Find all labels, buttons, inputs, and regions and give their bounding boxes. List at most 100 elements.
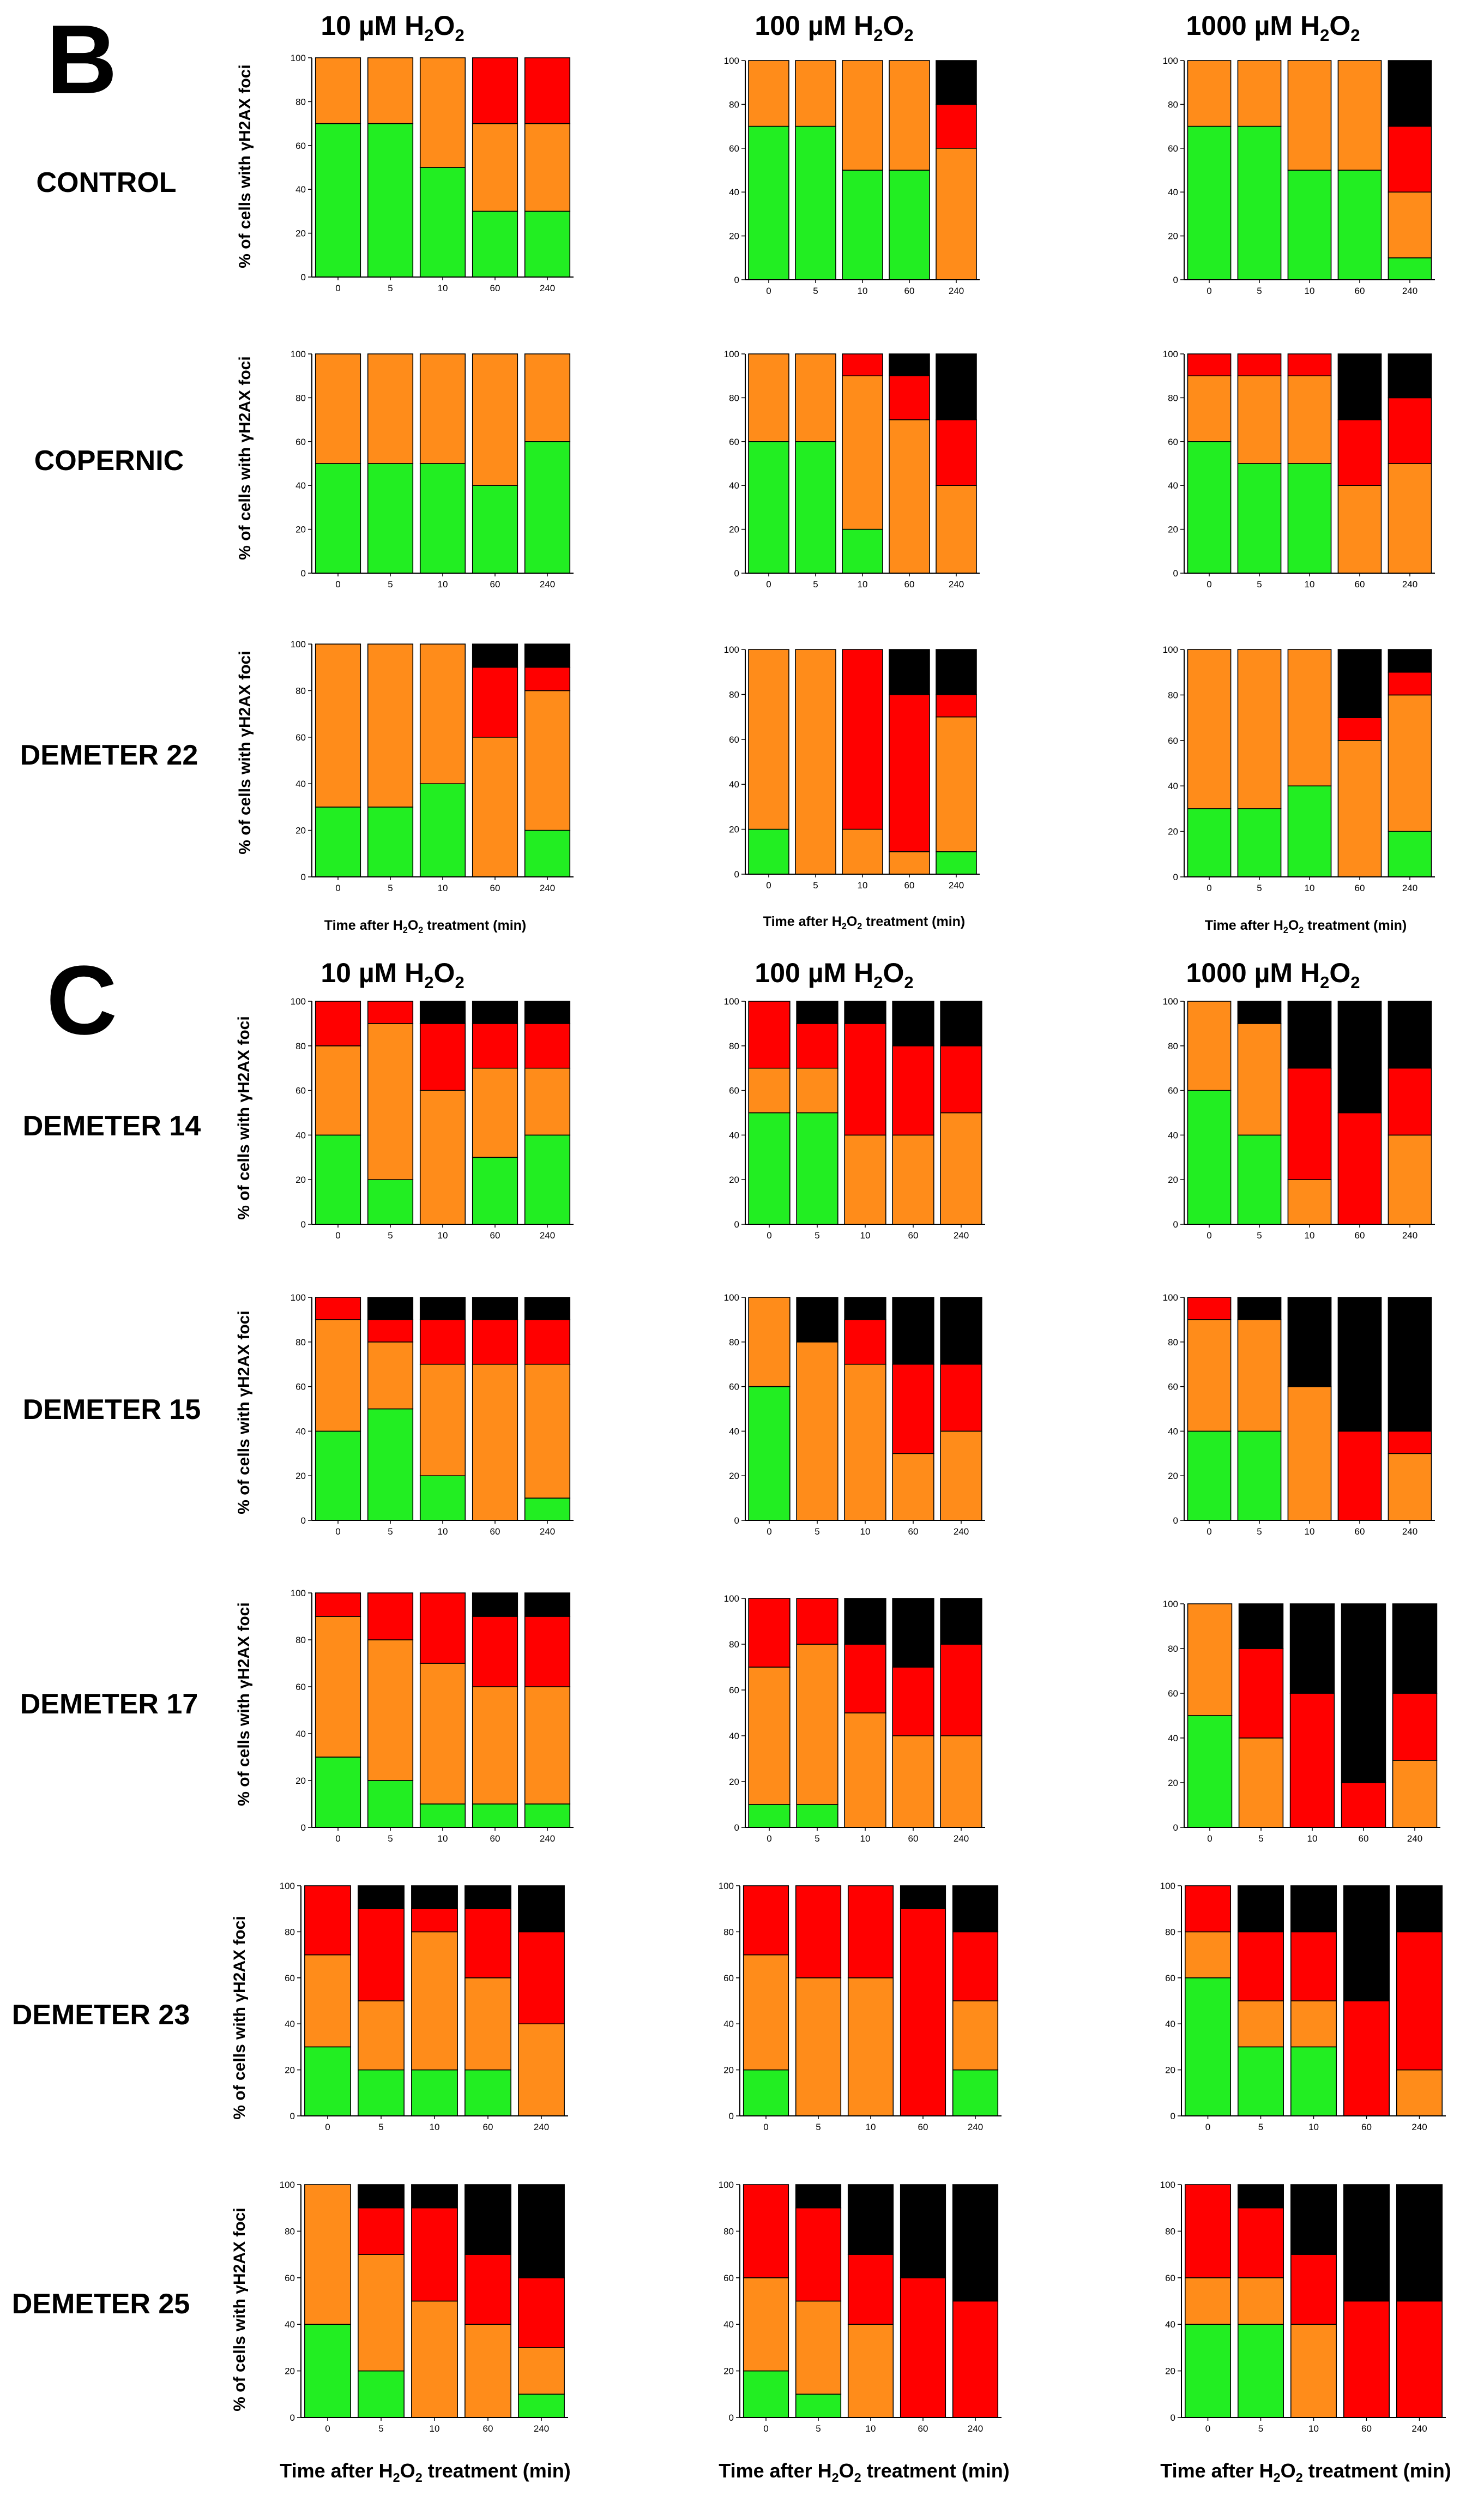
- stacked-bar-chart-demeter15-1000: 0 5 10 60 240 0 20 40 60 80 100: [1163, 1292, 1435, 1537]
- x-tick-label: 10: [1308, 2423, 1319, 2434]
- bar-segment-red: [419, 1319, 466, 1365]
- y-tick-label: 60: [1165, 1973, 1175, 1983]
- bar-segment-red: [1388, 671, 1432, 696]
- bar-segment-orange: [936, 148, 977, 280]
- x-tick-label: 60: [1361, 2122, 1372, 2132]
- bar-segment-green: [304, 2046, 351, 2116]
- y-tick-label: 20: [295, 1776, 306, 1786]
- bar-segment-orange: [842, 375, 883, 530]
- y-tick-label: 100: [719, 1881, 734, 1891]
- y-tick-label: 60: [729, 143, 739, 154]
- x-axis-label: Time after H2O2 treatment (min): [280, 2459, 571, 2485]
- bar-segment-black: [524, 1297, 571, 1320]
- bar-segment-black: [524, 1592, 571, 1617]
- bar-segment-green: [358, 2069, 405, 2116]
- bar-segment-green: [748, 828, 789, 875]
- x-tick-label: 60: [490, 1230, 500, 1241]
- bar-segment-orange: [952, 2000, 999, 2071]
- bar-segment-orange: [315, 1045, 361, 1136]
- x-tick-label: 240: [1402, 1526, 1417, 1537]
- y-tick-label: 20: [285, 2065, 295, 2076]
- x-tick-label: 240: [540, 283, 555, 293]
- x-axis-label: Time after H2O2 treatment (min): [763, 914, 966, 931]
- y-tick-label: 20: [1168, 1471, 1178, 1481]
- bar-segment-red: [1187, 1297, 1232, 1320]
- bar-segment-red: [1237, 353, 1282, 377]
- bar-segment-orange: [844, 1712, 886, 1828]
- y-tick-label: 60: [729, 1685, 739, 1695]
- y-tick-label: 80: [285, 2226, 295, 2236]
- bar-segment-green: [1187, 1430, 1232, 1521]
- bar-segment-green: [1187, 125, 1232, 280]
- y-tick-label: 80: [295, 393, 306, 403]
- bar-segment-red: [844, 1644, 886, 1713]
- y-tick-label: 0: [1173, 1823, 1178, 1833]
- x-tick-label: 60: [1355, 1526, 1365, 1537]
- bar-segment-red: [411, 2207, 458, 2302]
- bar-segment-orange: [748, 353, 789, 442]
- x-tick-label: 0: [335, 1526, 340, 1537]
- y-tick-label: 40: [723, 2019, 734, 2029]
- bar-segment-orange: [419, 1090, 466, 1225]
- bar-segment-orange: [367, 57, 414, 124]
- bar-segment-orange: [315, 643, 361, 808]
- bar-segment-orange: [367, 1023, 414, 1180]
- x-tick-label: 10: [430, 2122, 440, 2132]
- bar-segment-green: [1237, 1134, 1282, 1225]
- y-tick-label: 80: [1168, 99, 1178, 110]
- dose-title-c-100: 100 µM H2O2: [755, 958, 914, 992]
- y-tick-label: 100: [1163, 1292, 1178, 1303]
- bar-segment-orange: [367, 643, 414, 808]
- bar-segment-black: [1343, 2184, 1390, 2302]
- bar-segment-red: [1337, 419, 1382, 486]
- bar-segment-orange: [367, 353, 414, 464]
- bar-segment-orange: [524, 1686, 571, 1805]
- bar-segment-red: [952, 1931, 999, 2001]
- bar-segment-green: [524, 1134, 571, 1225]
- stacked-bar-chart-demeter15-10: 0 5 10 60 240 0 20 40 60 80 100: [291, 1292, 574, 1537]
- bar-segment-red: [315, 1297, 361, 1320]
- bar-segment-green: [748, 1386, 791, 1521]
- bar-segment-red: [842, 353, 883, 377]
- bar-segment-red: [892, 1667, 934, 1736]
- bar-segment-orange: [892, 1735, 934, 1828]
- y-tick-label: 100: [1160, 2180, 1175, 2190]
- bar-segment-green: [419, 1475, 466, 1521]
- bar-segment-orange: [796, 1342, 838, 1521]
- y-tick-label: 20: [729, 825, 739, 835]
- bar-segment-green: [952, 2069, 999, 2116]
- bar-segment-orange: [419, 1363, 466, 1476]
- y-tick-label: 60: [1168, 736, 1178, 746]
- y-tick-label: 20: [1168, 231, 1178, 242]
- y-tick-label: 20: [295, 525, 306, 535]
- y-tick-label: 40: [295, 779, 306, 789]
- bar-segment-red: [743, 2184, 789, 2278]
- x-tick-label: 10: [1305, 286, 1315, 296]
- bar-segment-green: [419, 167, 466, 278]
- bar-segment-green: [419, 783, 466, 877]
- x-tick-label: 60: [908, 1526, 919, 1537]
- bar-segment-red: [1287, 1067, 1332, 1180]
- stacked-bar-chart-demeter22-1000: 0 5 10 60 240 0 20 40 60 80 100: [1163, 645, 1435, 893]
- section-label-c: C: [46, 946, 117, 1055]
- y-tick-label: 20: [295, 1175, 306, 1185]
- bar-segment-green: [315, 123, 361, 278]
- x-tick-label: 0: [1206, 579, 1211, 590]
- y-tick-label: 20: [729, 1175, 739, 1185]
- bar-segment-black: [892, 1598, 934, 1668]
- bar-segment-green: [1237, 1430, 1282, 1521]
- x-tick-label: 240: [540, 579, 555, 590]
- bar-segment-red: [1337, 1112, 1382, 1225]
- x-tick-label: 5: [388, 1526, 393, 1537]
- x-tick-label: 240: [954, 1230, 969, 1241]
- x-tick-label: 60: [1355, 286, 1365, 296]
- x-tick-label: 60: [1355, 883, 1365, 893]
- bar-segment-orange: [936, 716, 977, 852]
- y-tick-label: 60: [295, 141, 306, 151]
- bar-segment-green: [889, 170, 930, 280]
- bar-segment-orange: [367, 1639, 414, 1781]
- x-tick-label: 10: [860, 1526, 871, 1537]
- bar-segment-green: [1237, 2324, 1284, 2418]
- y-tick-label: 0: [729, 2111, 734, 2121]
- y-tick-label: 100: [724, 996, 739, 1007]
